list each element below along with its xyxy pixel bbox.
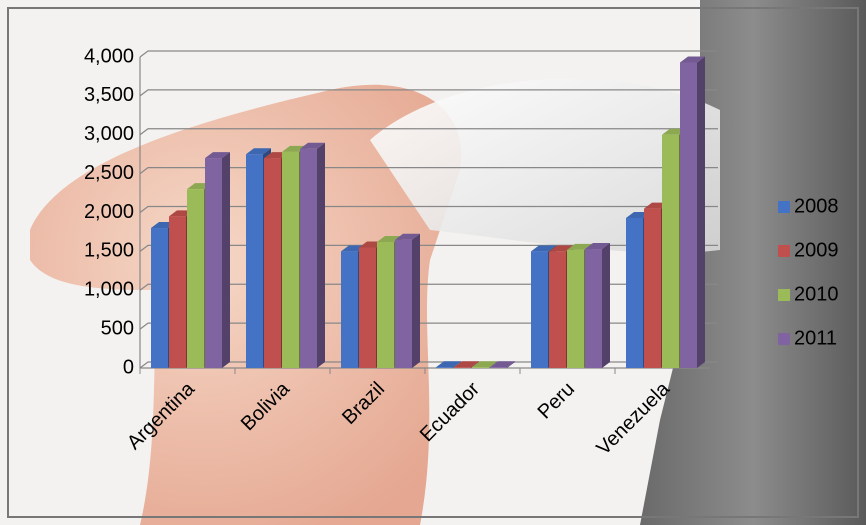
bar-front <box>377 242 394 368</box>
bar-side <box>471 361 479 368</box>
grid-line <box>139 89 718 97</box>
grid-line <box>139 50 718 58</box>
bar-front <box>680 62 697 368</box>
bar-front <box>531 251 548 368</box>
bar <box>680 56 705 368</box>
bar-front <box>454 367 471 368</box>
y-tick-label: 500 <box>101 317 134 339</box>
bar <box>205 152 230 368</box>
y-tick-label: 3,000 <box>84 123 134 145</box>
bar-front <box>472 367 489 368</box>
bar-top <box>567 243 592 250</box>
bar-top <box>300 142 325 149</box>
bar-side <box>697 56 705 368</box>
bar-top <box>205 152 230 159</box>
bar <box>472 361 497 368</box>
bar <box>585 243 610 368</box>
legend-label: 2010 <box>794 283 839 305</box>
y-tick-label: 1,500 <box>84 240 134 262</box>
bar-side <box>317 142 325 368</box>
grid-line <box>139 361 718 369</box>
bar-side <box>412 233 420 368</box>
bar-front <box>567 249 584 368</box>
bar-front <box>264 158 281 368</box>
bar-top <box>585 243 610 250</box>
bar-front <box>169 216 186 368</box>
bar-top <box>395 233 420 240</box>
bar-side <box>507 361 515 368</box>
bar-front <box>490 367 507 368</box>
bar-front <box>662 134 679 368</box>
grid-line <box>139 244 718 252</box>
grid-line <box>139 205 718 213</box>
legend-swatch <box>778 245 790 257</box>
bar-front <box>626 217 643 368</box>
bar-top <box>246 148 271 155</box>
legend-swatch <box>778 333 790 345</box>
bar-front <box>282 151 299 368</box>
bar-front <box>395 239 412 368</box>
y-tick-label: 2,500 <box>84 162 134 184</box>
legend-label: 2009 <box>794 239 839 261</box>
bar-front <box>151 228 168 368</box>
bar-front <box>644 208 661 368</box>
legend-swatch <box>778 289 790 301</box>
bar-top <box>680 56 705 63</box>
y-tick-label: 2,000 <box>84 201 134 223</box>
bar-side <box>602 243 610 368</box>
bar-top <box>490 361 515 368</box>
y-tick-label: 1,000 <box>84 279 134 301</box>
bar-side <box>489 361 497 368</box>
grid-line <box>139 128 718 136</box>
grid-line <box>139 283 718 291</box>
bar <box>395 233 420 368</box>
y-tick-label: 4,000 <box>84 45 134 67</box>
bar-front <box>549 251 566 368</box>
bar-top <box>531 245 556 252</box>
bar-top <box>472 361 497 368</box>
bar-front <box>436 367 453 368</box>
legend-label: 2008 <box>794 195 839 217</box>
bar-front <box>205 158 222 368</box>
grid-line <box>139 167 718 175</box>
y-tick-label: 0 <box>123 356 134 378</box>
bar-front <box>300 148 317 368</box>
bar-front <box>359 247 376 368</box>
bar <box>490 361 515 368</box>
bar <box>300 142 325 368</box>
bar-side <box>222 152 230 368</box>
bar-front <box>187 189 204 368</box>
bar-front <box>341 251 358 368</box>
bar <box>436 361 461 368</box>
legend-swatch <box>778 201 790 213</box>
bar-front <box>246 154 263 368</box>
bar-top <box>436 361 461 368</box>
grid-line <box>139 322 718 330</box>
legend-label: 2011 <box>794 327 837 349</box>
y-tick-label: 3,500 <box>84 84 134 106</box>
bar-top <box>454 361 479 368</box>
bar-side <box>453 361 461 368</box>
bar-front <box>585 249 602 368</box>
bar <box>454 361 479 368</box>
